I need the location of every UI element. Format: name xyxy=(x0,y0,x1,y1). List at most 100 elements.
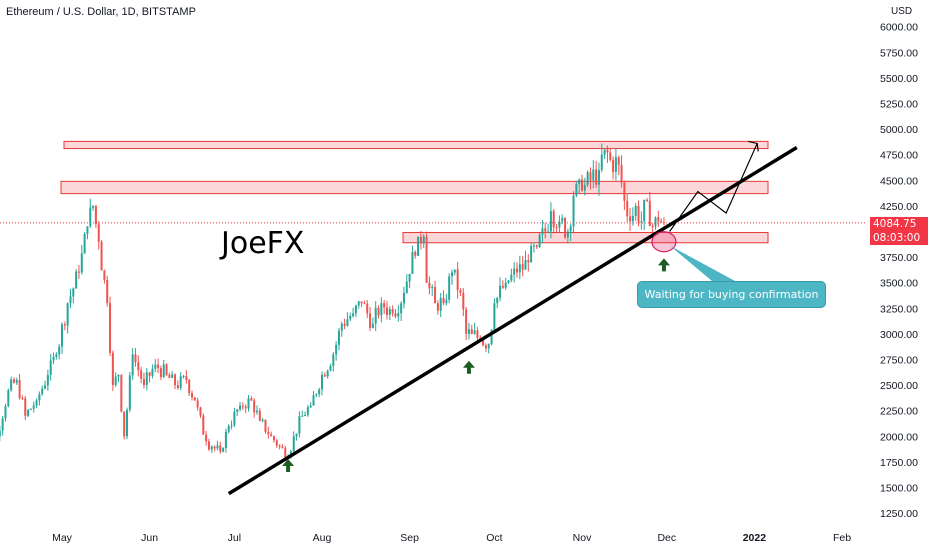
candle-body xyxy=(140,370,143,379)
candle-body xyxy=(182,376,185,378)
candle-body xyxy=(586,172,589,185)
candle-body xyxy=(142,378,145,386)
candle-body xyxy=(566,231,569,238)
candle-body xyxy=(578,179,581,184)
candle-body xyxy=(343,323,346,326)
candle-body xyxy=(614,157,617,172)
candle-body xyxy=(436,303,439,311)
candle-body xyxy=(1,418,4,431)
candle-body xyxy=(394,313,397,317)
watermark-text: JoeFX xyxy=(221,226,305,261)
annotation-callout[interactable]: Waiting for buying confirmation xyxy=(637,281,826,308)
candle-body xyxy=(131,354,134,376)
candle-body xyxy=(363,303,366,305)
candle-body xyxy=(439,297,442,311)
candle-body xyxy=(518,264,521,273)
candle-body xyxy=(72,288,75,297)
candle-body xyxy=(535,245,538,247)
candle-body xyxy=(575,183,578,196)
y-tick-label: 5250.00 xyxy=(880,99,918,111)
candle-body xyxy=(312,395,315,406)
candle-body xyxy=(165,364,168,375)
candle-body xyxy=(408,273,411,282)
candle-body xyxy=(15,379,18,383)
candle-body xyxy=(555,227,558,229)
candle-body xyxy=(126,409,128,437)
candle-body xyxy=(496,297,499,304)
candle-body xyxy=(541,228,544,235)
candle-body xyxy=(32,405,35,409)
candle-body xyxy=(332,354,335,367)
x-tick-label: Jul xyxy=(228,532,241,544)
candle-body xyxy=(549,211,552,232)
candle-body xyxy=(482,339,485,346)
candle-body xyxy=(326,370,329,377)
candle-body xyxy=(346,319,349,326)
candle-body xyxy=(419,236,422,244)
candle-body xyxy=(148,372,151,376)
candle-body xyxy=(202,415,205,435)
candle-body xyxy=(306,407,309,416)
y-tick-label: 6000.00 xyxy=(880,22,918,34)
candle-body xyxy=(44,385,47,389)
y-tick-label: 3750.00 xyxy=(880,252,918,264)
candle-body xyxy=(196,400,199,408)
candle-body xyxy=(281,446,284,449)
candle-body xyxy=(552,211,555,228)
candle-body xyxy=(620,164,623,183)
y-tick-label: 2750.00 xyxy=(880,355,918,367)
candle-body xyxy=(239,405,242,410)
candle-body xyxy=(354,305,357,314)
candle-body xyxy=(258,410,261,421)
candle-body xyxy=(538,234,541,247)
candle-body xyxy=(569,226,572,232)
candle-body xyxy=(298,416,301,434)
candle-body xyxy=(377,307,380,316)
candle-body xyxy=(603,149,606,155)
candle-body xyxy=(595,169,598,185)
candle-body xyxy=(629,216,632,222)
candle-body xyxy=(487,344,490,349)
candle-body xyxy=(662,222,665,224)
candle-body xyxy=(448,276,451,300)
candle-body xyxy=(434,287,437,304)
candle-body xyxy=(318,389,321,395)
candle-body xyxy=(61,324,63,347)
resistance-zone xyxy=(60,180,769,195)
candle-body xyxy=(35,400,38,406)
candle-body xyxy=(510,274,513,281)
candle-body xyxy=(340,323,343,331)
candle-body xyxy=(425,236,428,283)
candle-body xyxy=(352,313,355,317)
candle-body xyxy=(459,290,462,293)
candle-body xyxy=(451,272,453,277)
candle-body xyxy=(572,195,575,227)
candle-body xyxy=(473,330,476,334)
y-tick-label: 2250.00 xyxy=(880,406,918,418)
x-tick-label: Oct xyxy=(486,532,502,544)
candle-body xyxy=(21,398,24,400)
candle-body xyxy=(558,221,561,228)
candle-body xyxy=(349,316,352,320)
support-arrow-icon xyxy=(462,360,475,374)
candle-body xyxy=(315,394,318,396)
candle-body xyxy=(278,445,281,447)
candle-body xyxy=(544,228,547,232)
candle-body xyxy=(371,323,374,328)
countdown-tag: 08:03:00 xyxy=(870,231,928,245)
candle-body xyxy=(660,221,663,223)
candle-body xyxy=(442,297,445,304)
candle-body xyxy=(532,245,535,247)
candle-body xyxy=(174,374,177,386)
candle-body xyxy=(12,379,15,383)
candle-body xyxy=(236,409,239,412)
candle-body xyxy=(623,182,626,201)
candle-body xyxy=(640,221,643,223)
candle-body xyxy=(462,292,465,310)
candle-body xyxy=(75,271,78,289)
candle-body xyxy=(10,379,13,391)
candle-body xyxy=(89,207,92,227)
y-tick-label: 4750.00 xyxy=(880,150,918,162)
